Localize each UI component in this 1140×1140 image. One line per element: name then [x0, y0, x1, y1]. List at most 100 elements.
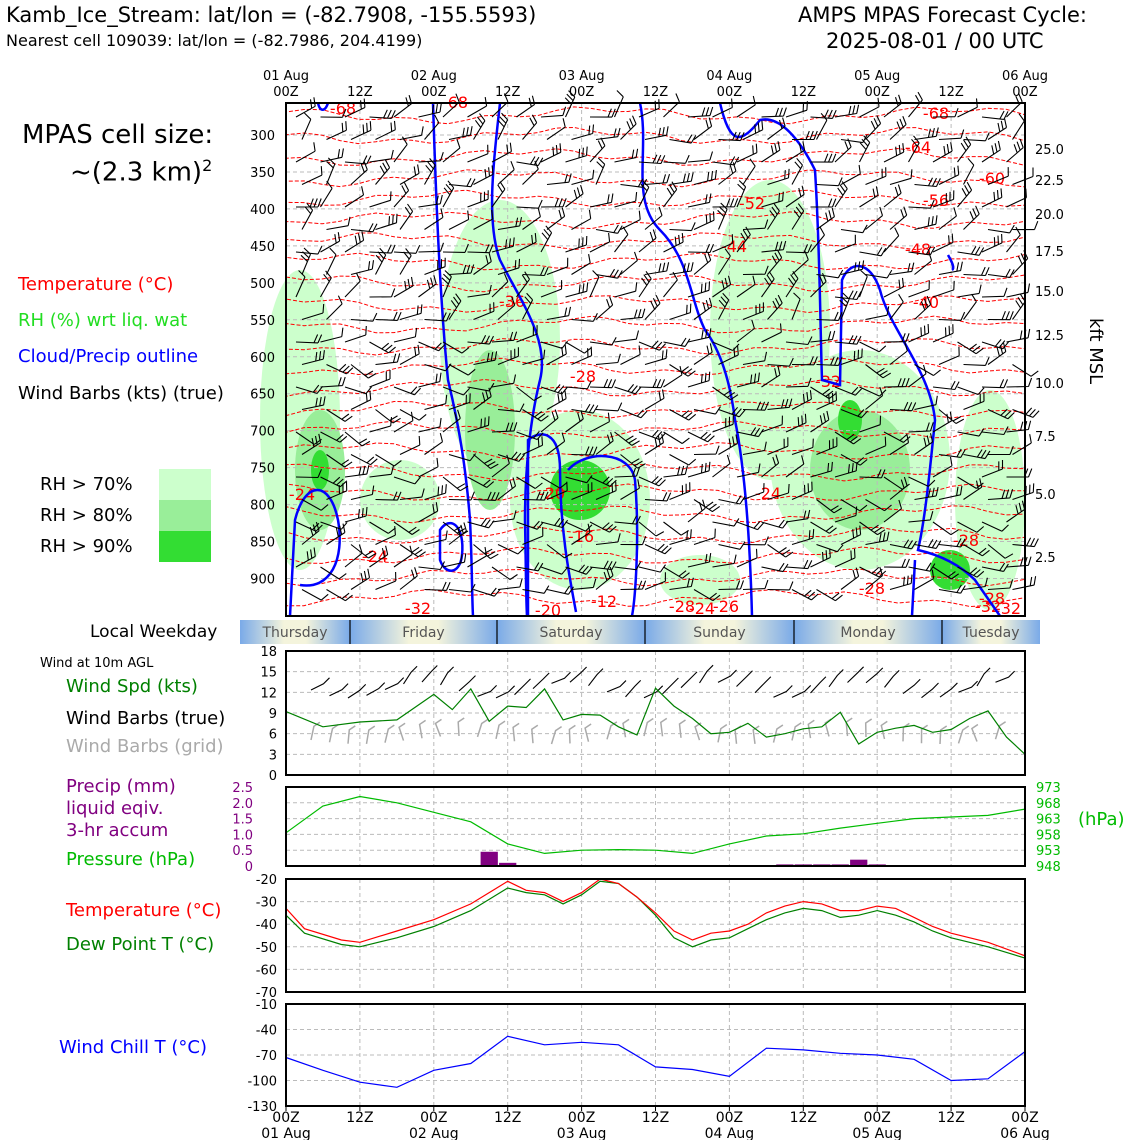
wind-barb-142 [834, 181, 848, 208]
wind-barb-487 [467, 476, 495, 488]
wind-barb-188 [491, 237, 515, 253]
wind-barb-247 [467, 284, 492, 298]
wind-barb-259 [761, 271, 775, 298]
wind-barb-490 [540, 476, 568, 489]
wind-barb-359 [1012, 364, 1039, 377]
wind-barb-123 [369, 191, 392, 208]
wind-barb-124 [393, 182, 410, 208]
wind-barb-101 [571, 169, 595, 186]
wind-barb-275 [424, 312, 451, 322]
wind-barb-401 [571, 403, 599, 414]
wind-barb-315 [663, 337, 691, 347]
wind-barb-185 [418, 242, 445, 253]
wind-barb-631 [326, 589, 353, 602]
wind-barb-255 [663, 271, 678, 298]
temperature-label-16: -12 [591, 592, 617, 611]
wind-panel-ytick-4: 6 [269, 728, 277, 743]
wind-barb-383 [859, 386, 887, 397]
temp-panel-ytick-3: -50 [256, 941, 277, 956]
wind-barb-253 [614, 282, 638, 298]
wind-barb-235 [914, 251, 933, 275]
wind-barb-404 [644, 389, 665, 410]
wind-barb-152 [350, 223, 378, 233]
wind-barb-116 [938, 165, 960, 185]
wind-barb-5 [418, 103, 442, 118]
wind-barb-249 [516, 271, 530, 298]
wind-barb-653 [865, 566, 884, 590]
weekday-friday: Friday [402, 625, 444, 641]
wind-barb-422 [344, 431, 371, 447]
wind-barb-7 [467, 97, 488, 118]
wind10m-barb-grid-3 [365, 725, 376, 745]
wind-barb-8 [491, 93, 509, 118]
wind-barb-499 [761, 454, 780, 478]
wind-barb-425 [418, 417, 442, 433]
wind-barb-624 [883, 558, 910, 568]
wind-barb-431 [565, 410, 584, 433]
precip-bar-6 [850, 859, 868, 866]
windchill-line [285, 1035, 1026, 1088]
wind-barb-300 [295, 334, 323, 344]
wind-barb-391 [326, 409, 353, 422]
wind-barb-636 [448, 583, 476, 593]
wind10m-barb-grid-22 [717, 724, 728, 743]
pressure-tick-600: 600 [250, 351, 275, 366]
wind-barb-237 [963, 266, 990, 277]
wind-barb-135 [663, 181, 678, 208]
temperature-contour-17 [285, 463, 1025, 482]
wind-barb-281 [571, 312, 598, 322]
bottom-date-label-0: 01 Aug [261, 1126, 311, 1140]
wind-barb-11 [564, 90, 576, 118]
wind-barb-421 [320, 431, 348, 443]
bottom-date-label-8: 05 Aug [852, 1126, 902, 1140]
wind-barb-279 [522, 292, 534, 320]
wind-barb-144 [883, 184, 902, 208]
wind-barb-594 [889, 539, 917, 550]
wind-barb-571 [326, 523, 346, 545]
wind-barb-440 [785, 413, 807, 433]
wind-barb-166 [693, 211, 715, 230]
wind-barb-466 [693, 445, 720, 456]
wind-barb-220 [546, 257, 569, 276]
wind-barb-500 [785, 455, 805, 478]
wind-barb-291 [816, 311, 843, 321]
wind-barb-569 [1006, 500, 1026, 523]
wind-barb-265 [908, 280, 930, 298]
wind-barb-516 [448, 491, 475, 501]
wind-barb-260 [785, 270, 799, 298]
wind-barb-79 [761, 141, 781, 163]
wind-barb-414 [889, 401, 917, 412]
wind-barb-378 [736, 372, 760, 388]
wind-barb-302 [344, 325, 367, 343]
wind-barb-242 [344, 272, 361, 298]
wind-barb-644 [644, 572, 666, 591]
pressure-ytick-3: 958 [1036, 828, 1061, 843]
wind-barb-410 [791, 390, 812, 410]
wind-barb-424 [393, 411, 414, 433]
wind-barb-521 [571, 482, 593, 501]
wind-barb-215 [424, 257, 446, 276]
temperature-label-23: -32 [405, 599, 431, 618]
wind-barb-194 [638, 229, 657, 253]
wind-barb-131 [565, 184, 584, 208]
wind-barb-621 [810, 548, 831, 568]
wind-barb-228 [742, 265, 769, 276]
wind-barb-517 [473, 491, 500, 502]
wind-barb-627 [957, 566, 985, 578]
wind-barb-94 [399, 164, 420, 185]
wind-barb-190 [540, 225, 553, 253]
wind-barb-222 [595, 268, 623, 279]
wind-barb-133 [614, 192, 638, 208]
wind-barb-659 [1012, 576, 1037, 591]
wind-barb-634 [399, 567, 418, 590]
wind-barb-545 [418, 502, 439, 523]
wind10m-barb-true-12 [532, 672, 550, 690]
wind-barb-251 [565, 282, 589, 298]
windchill-panel-ytick-1: -40 [256, 1024, 277, 1039]
wind-barb-332 [350, 364, 377, 379]
wind-barb-198 [736, 226, 751, 253]
wind-barb-380 [785, 377, 812, 388]
wind10m-barb-true-6 [421, 665, 438, 683]
wind-barb-325 [908, 323, 930, 343]
wind-barb-33 [375, 120, 396, 140]
